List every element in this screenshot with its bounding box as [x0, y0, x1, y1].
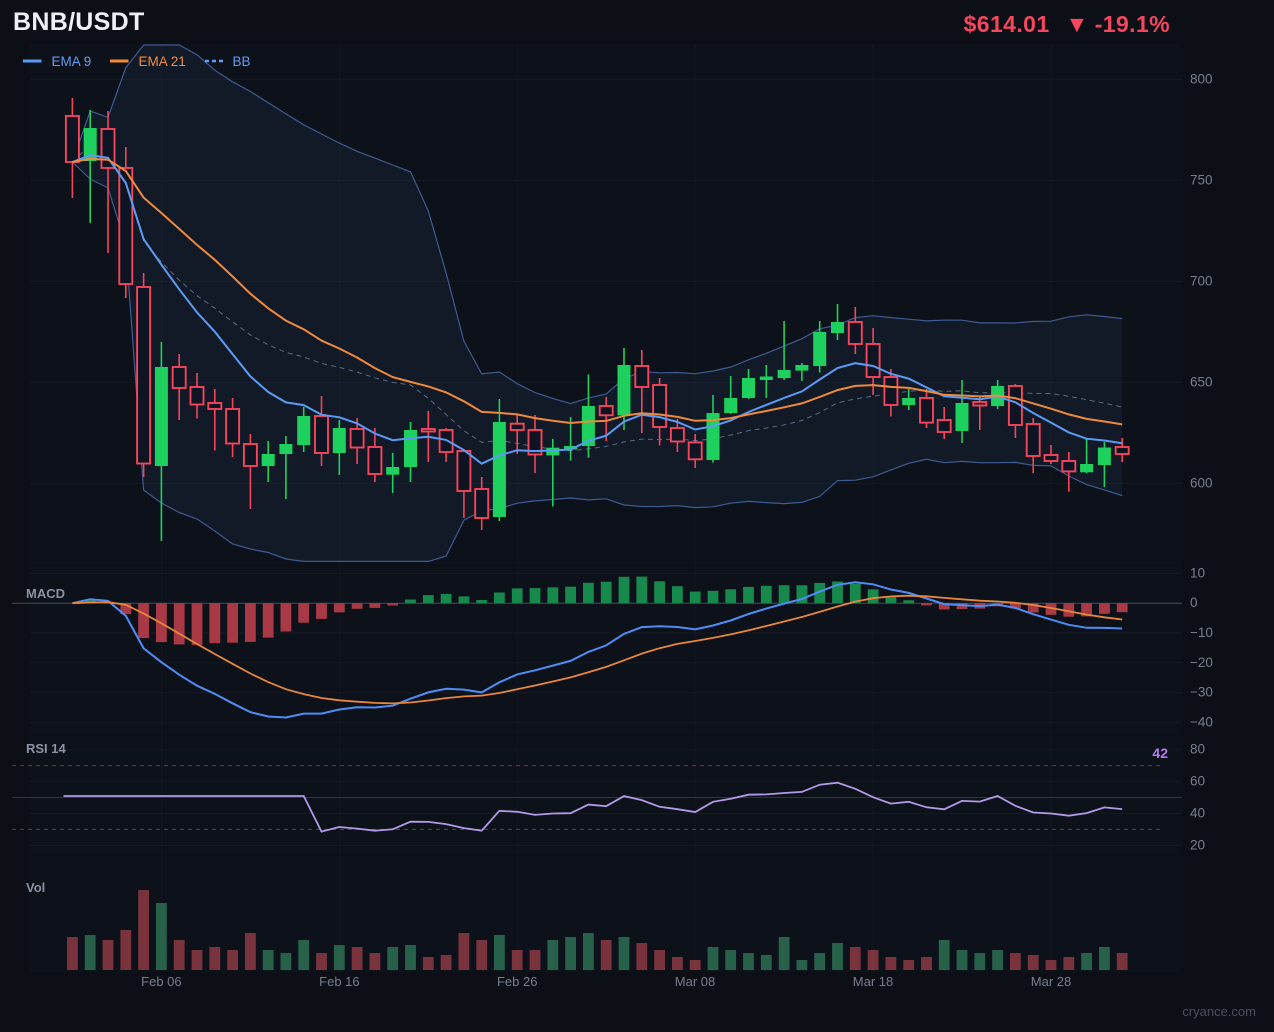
svg-text:Mar 18: Mar 18	[853, 974, 893, 989]
svg-text:Vol: Vol	[26, 880, 45, 895]
svg-text:Feb 06: Feb 06	[141, 974, 181, 989]
svg-text:cryance.com: cryance.com	[1182, 1004, 1256, 1019]
svg-text:−40: −40	[1190, 714, 1213, 729]
svg-text:−10: −10	[1190, 625, 1213, 640]
svg-text:10: 10	[1190, 565, 1205, 580]
svg-text:EMA 9: EMA 9	[52, 54, 92, 69]
svg-text:0: 0	[1190, 595, 1198, 610]
svg-text:Mar 28: Mar 28	[1031, 974, 1071, 989]
svg-text:42: 42	[1152, 745, 1168, 761]
svg-text:Feb 26: Feb 26	[497, 974, 537, 989]
svg-text:800: 800	[1190, 71, 1213, 86]
svg-text:600: 600	[1190, 475, 1213, 490]
svg-text:−30: −30	[1190, 685, 1213, 700]
svg-text:750: 750	[1190, 172, 1213, 187]
svg-text:BB: BB	[233, 54, 251, 69]
svg-text:Feb 16: Feb 16	[319, 974, 359, 989]
svg-text:80: 80	[1190, 742, 1205, 757]
svg-text:650: 650	[1190, 374, 1213, 389]
svg-text:40: 40	[1190, 806, 1205, 821]
svg-text:700: 700	[1190, 273, 1213, 288]
svg-text:−20: −20	[1190, 655, 1213, 670]
svg-text:20: 20	[1190, 837, 1205, 852]
svg-text:EMA 21: EMA 21	[139, 54, 186, 69]
svg-text:RSI 14: RSI 14	[26, 741, 67, 756]
svg-text:Mar 08: Mar 08	[675, 974, 715, 989]
svg-text:60: 60	[1190, 774, 1205, 789]
svg-text:MACD: MACD	[26, 586, 65, 601]
